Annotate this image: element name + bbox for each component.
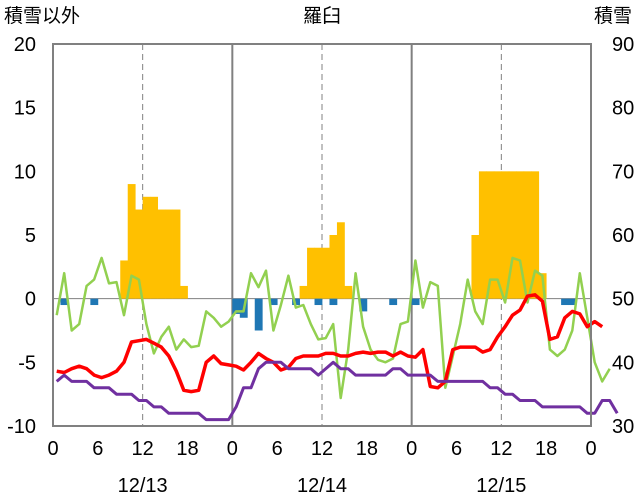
bars bbox=[60, 171, 577, 331]
bar bbox=[269, 298, 278, 306]
x-tick-label: 0 bbox=[406, 438, 417, 460]
right-axis-label: 積雪 bbox=[594, 5, 632, 27]
bar bbox=[232, 298, 241, 314]
x-tick-label: 12 bbox=[132, 438, 154, 460]
right-tick-label: 40 bbox=[612, 352, 634, 374]
x-tick-label: 18 bbox=[535, 438, 557, 460]
date-label: 12/13 bbox=[118, 475, 168, 497]
bar bbox=[292, 298, 300, 306]
bar bbox=[344, 285, 353, 299]
bar bbox=[501, 171, 510, 299]
bar bbox=[254, 298, 263, 331]
bar bbox=[471, 235, 480, 299]
series-line bbox=[55, 256, 611, 400]
bar bbox=[568, 298, 577, 306]
bar bbox=[508, 171, 517, 299]
bar bbox=[411, 298, 420, 306]
bar bbox=[150, 196, 159, 299]
bar bbox=[299, 285, 308, 299]
left-tick-label: -10 bbox=[7, 416, 36, 438]
bar bbox=[142, 196, 151, 299]
left-tick-label: -5 bbox=[18, 352, 36, 374]
bar bbox=[127, 184, 136, 299]
bar bbox=[336, 222, 345, 299]
lines bbox=[55, 256, 619, 422]
date-label: 12/14 bbox=[297, 475, 347, 497]
bar bbox=[389, 298, 398, 306]
left-axis-label: 積雪以外 bbox=[4, 5, 80, 27]
bar bbox=[359, 298, 368, 312]
x-tick-label: 12 bbox=[490, 438, 512, 460]
labels: 積雪以外 羅臼 積雪 bbox=[4, 5, 632, 27]
x-tick-label: 0 bbox=[47, 438, 58, 460]
right-tick-label: 60 bbox=[612, 225, 634, 247]
left-tick-label: 10 bbox=[14, 161, 36, 183]
x-tick-label: 18 bbox=[176, 438, 198, 460]
right-tick-label: 30 bbox=[612, 416, 634, 438]
left-tick-label: 20 bbox=[14, 34, 36, 56]
bar bbox=[157, 209, 166, 299]
bar bbox=[329, 235, 338, 299]
bar bbox=[322, 247, 330, 299]
bar bbox=[307, 247, 315, 299]
x-tick-label: 0 bbox=[227, 438, 238, 460]
bar bbox=[516, 171, 525, 299]
x-tick-label: 6 bbox=[272, 438, 283, 460]
bar bbox=[90, 298, 99, 306]
left-tick-label: 15 bbox=[14, 98, 36, 120]
plot-frame bbox=[52, 43, 592, 427]
x-tick-label: 6 bbox=[92, 438, 103, 460]
bar bbox=[523, 171, 532, 299]
date-label: 12/15 bbox=[476, 475, 526, 497]
x-tick-label: 6 bbox=[451, 438, 462, 460]
left-tick-label: 5 bbox=[25, 225, 36, 247]
right-tick-label: 80 bbox=[612, 98, 634, 120]
bar bbox=[180, 285, 188, 299]
bar bbox=[486, 171, 495, 299]
bar bbox=[561, 298, 569, 306]
x-tick-label: 12 bbox=[311, 438, 333, 460]
chart-title: 羅臼 bbox=[303, 5, 341, 27]
x-tick-label: 18 bbox=[356, 438, 378, 460]
left-tick-label: 0 bbox=[25, 289, 36, 311]
series-line bbox=[55, 360, 619, 422]
x-tick-label: 0 bbox=[585, 438, 596, 460]
right-tick-label: 50 bbox=[612, 289, 634, 311]
bar bbox=[531, 171, 540, 299]
bar bbox=[120, 260, 129, 299]
right-tick-label: 70 bbox=[612, 161, 634, 183]
bar bbox=[493, 171, 502, 299]
bar bbox=[135, 209, 144, 299]
bar bbox=[314, 298, 323, 306]
bar bbox=[165, 209, 173, 299]
series-line bbox=[56, 293, 604, 394]
bar bbox=[478, 171, 487, 299]
bar bbox=[314, 247, 323, 299]
bar bbox=[60, 298, 69, 306]
right-tick-label: 90 bbox=[612, 34, 634, 56]
bar bbox=[172, 209, 181, 299]
bar bbox=[329, 298, 338, 306]
